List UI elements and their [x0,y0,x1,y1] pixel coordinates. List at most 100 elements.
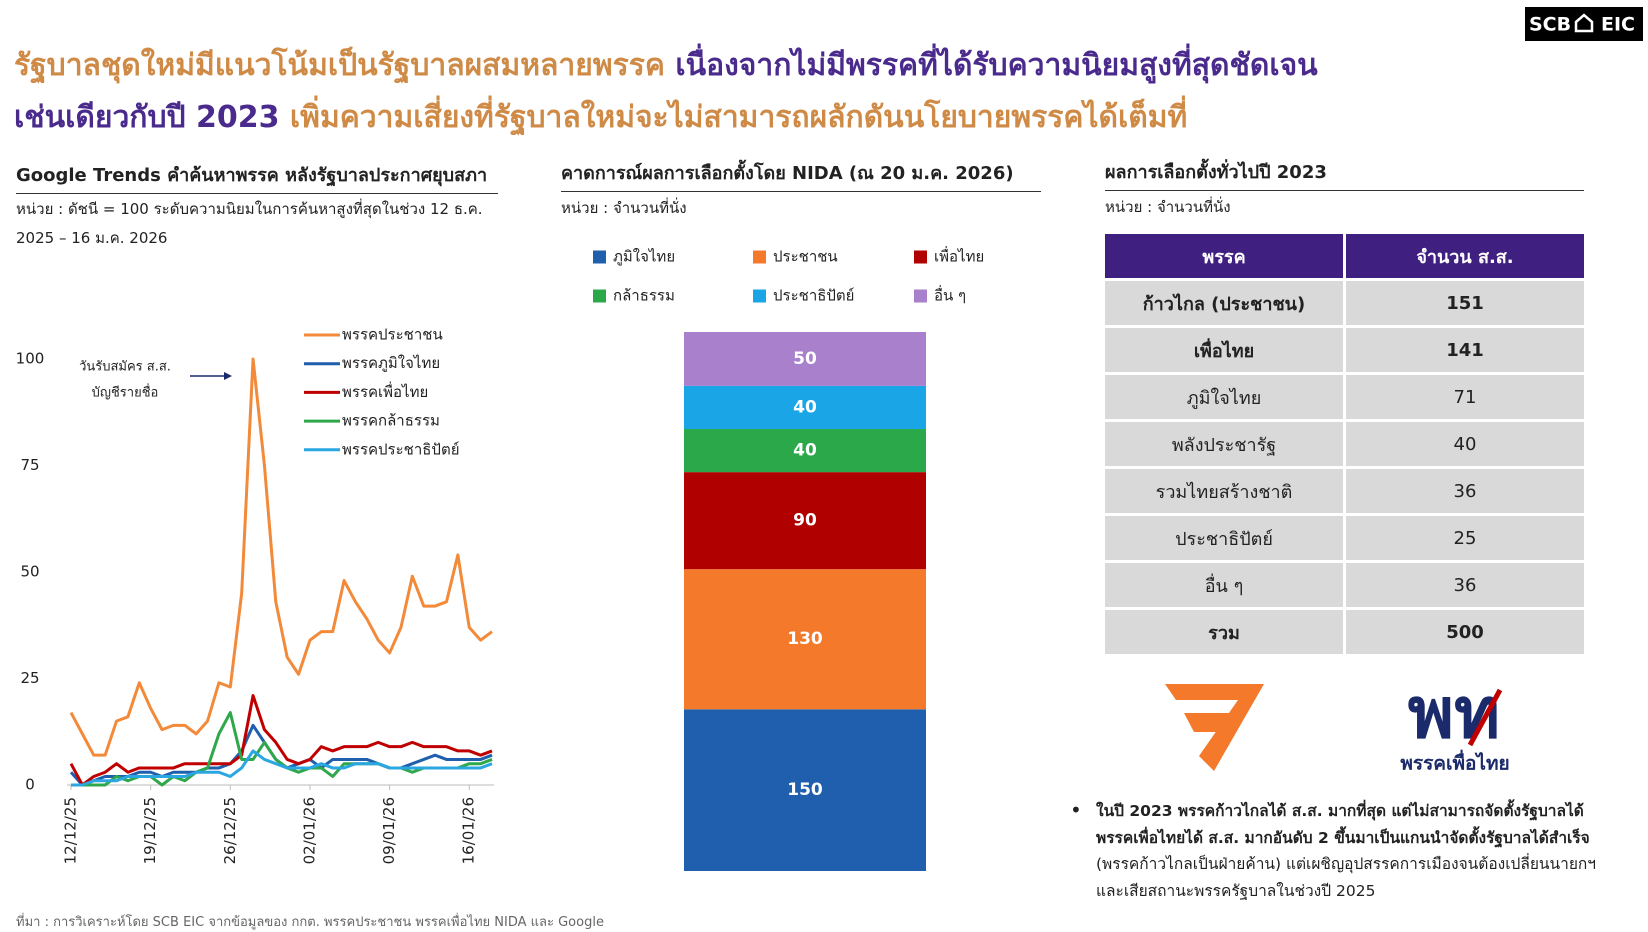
table-row: อื่น ๆ 36 [1105,563,1584,607]
table-cell: 36 [1346,563,1584,607]
bar-segment [684,569,926,710]
legend-swatch [914,289,927,303]
table-cell: เพื่อไทย [1105,328,1343,372]
headline-segment: เช่นเดียวกับปี 2023 [14,100,290,135]
x-tick-label: 16/01/26 [460,797,478,864]
results-table: พรรค จำนวน ส.ส. ก้าวไกล (ประชาชน) 151 เพื่อไ… [1102,231,1587,657]
table-row: ภูมิใจไทย 71 [1105,375,1584,419]
data-label: 90 [793,511,817,531]
legend-swatch [753,289,766,303]
data-label: 50 [793,349,817,369]
x-tick-label: 02/01/26 [300,797,318,864]
table-cell: 40 [1346,422,1584,466]
headline-segment: รัฐบาลชุดใหม่มีแนวโน้มเป็นรัฐบาลผสมหลายพ… [14,48,676,83]
series-line [71,749,493,787]
source: ที่มา : การวิเคราะห์โดย SCB EIC จากข้อมู… [16,915,604,930]
annotation-arrowhead [224,372,232,380]
legend-label: กล้าธรรม [613,287,675,305]
header-cell: จำนวน ส.ส. [1346,234,1584,278]
x-tick-label: 12/12/25 [62,797,80,864]
series-line [69,357,493,757]
legend-label: พรรคกล้าธรรม [342,412,440,430]
headline-segment: เนื่องจากไม่มีพรรคที่ได้รับความนิยมสูงที… [675,48,1318,83]
bullet: • [1070,798,1082,822]
table-cell: 151 [1346,281,1584,325]
table-cell: 500 [1346,610,1584,654]
y-tick-label: 25 [20,669,39,687]
annotation: วันรับสมัคร ส.ส. [79,360,171,375]
table-cell: อื่น ๆ [1105,563,1343,607]
x-tick-label: 09/01/26 [380,797,398,864]
series-line [69,694,493,787]
y-tick-label: 100 [16,350,45,368]
legend-swatch [593,250,606,264]
chart-subtitle: หน่วย : ดัชนี = 100 ระดับความนิยมในการค้… [16,200,483,247]
legend-swatch [753,250,766,264]
annotation: บัญชีรายชื่อ [92,384,159,401]
y-tick-label: 0 [25,776,35,794]
table-cell: รวม [1105,610,1343,654]
table-row: เพื่อไทย 141 [1105,328,1584,372]
table-row: ประชาธิปัตย์ 25 [1105,516,1584,560]
legend-label: พรรคเพื่อไทย [342,381,428,401]
data-label: 130 [787,629,823,649]
brand-left: SCB [1529,14,1571,36]
bar-segment [684,709,926,871]
brand-box [1525,7,1643,41]
table-cell: 25 [1346,516,1584,560]
bar-segment [684,472,926,570]
note: ในปี 2023 พรรคก้าวไกลได้ ส.ส. มากที่สุด … [1096,798,1616,904]
legend-swatch [593,289,606,303]
table-row: รวมไทยสร้างชาติ 36 [1105,469,1584,513]
table-cell: 71 [1346,375,1584,419]
headline-segment: เพิ่มความเสี่ยงที่รัฐบาลใหม่จะไม่สามารถผ… [289,100,1188,135]
headline-line: เช่นเดียวกับปี 2023 เพิ่มความเสี่ยงที่รั… [14,94,1187,141]
legend-label: พรรคภูมิใจไทย [342,354,440,372]
logo-name: พรรคเพื่อไทย [1400,750,1509,775]
header-cell: พรรค [1105,234,1343,278]
logo-stripe [1467,688,1503,747]
bar-segment [684,429,926,473]
table-title: ผลการเลือกตั้งทั่วไปปี 2023 [1105,157,1584,191]
table-row: รวม 500 [1105,610,1584,654]
legend-label: ประชาชน [773,248,838,266]
table-row: พลังประชารัฐ 40 [1105,422,1584,466]
legend-label: อื่น ๆ [934,285,966,305]
table-subtitle: หน่วย : จำนวนที่นั่ง [1105,198,1231,216]
data-label: 40 [793,441,817,461]
table-cell: ประชาธิปัตย์ [1105,516,1343,560]
legend-label: เพื่อไทย [934,246,984,266]
brand-right: EIC [1601,14,1635,36]
x-tick-label: 26/12/25 [221,797,239,864]
legend-label: พรรคประชาธิปัตย์ [342,440,459,458]
table-cell: 141 [1346,328,1584,372]
legend-label: ภูมิใจไทย [613,248,675,266]
table-row: ก้าวไกล (ประชาชน) 151 [1105,281,1584,325]
legend-label: ประชาธิปัตย์ [773,287,854,305]
bar-segment [684,385,926,430]
data-label: 150 [787,780,823,800]
chart-subtitle: หน่วย : จำนวนที่นั่ง [561,199,687,217]
table-cell: รวมไทยสร้างชาติ [1105,469,1343,513]
table-cell: ภูมิใจไทย [1105,375,1343,419]
data-label: 40 [793,397,817,417]
note-text: (พรรคก้าวไกลเป็นฝ่ายค้าน) แต่เผชิญอุปสรร… [1096,855,1596,900]
legend-swatch [914,250,927,264]
chart-title: คาดการณ์ผลการเลือกตั้งโดย NIDA (ณ 20 ม.ค… [561,158,1041,192]
table-header: พรรค จำนวน ส.ส. [1105,234,1584,278]
table-cell: ก้าวไกล (ประชาชน) [1105,281,1343,325]
brand-icon [1574,13,1594,33]
y-tick-label: 50 [20,563,39,581]
chart-title: Google Trends คำค้นหาพรรค หลังรัฐบาลประก… [16,160,498,194]
x-tick-label: 19/12/25 [141,797,159,864]
table-cell: พลังประชารัฐ [1105,422,1343,466]
table-cell: 36 [1346,469,1584,513]
note-bold: ในปี 2023 พรรคก้าวไกลได้ ส.ส. มากที่สุด … [1096,802,1590,847]
bar-segment [684,332,926,386]
headline-line: รัฐบาลชุดใหม่มีแนวโน้มเป็นรัฐบาลผสมหลายพ… [14,42,1318,89]
y-tick-label: 75 [20,456,39,474]
legend-label: พรรคประชาชน [342,326,443,344]
logo-shape [1165,684,1264,771]
